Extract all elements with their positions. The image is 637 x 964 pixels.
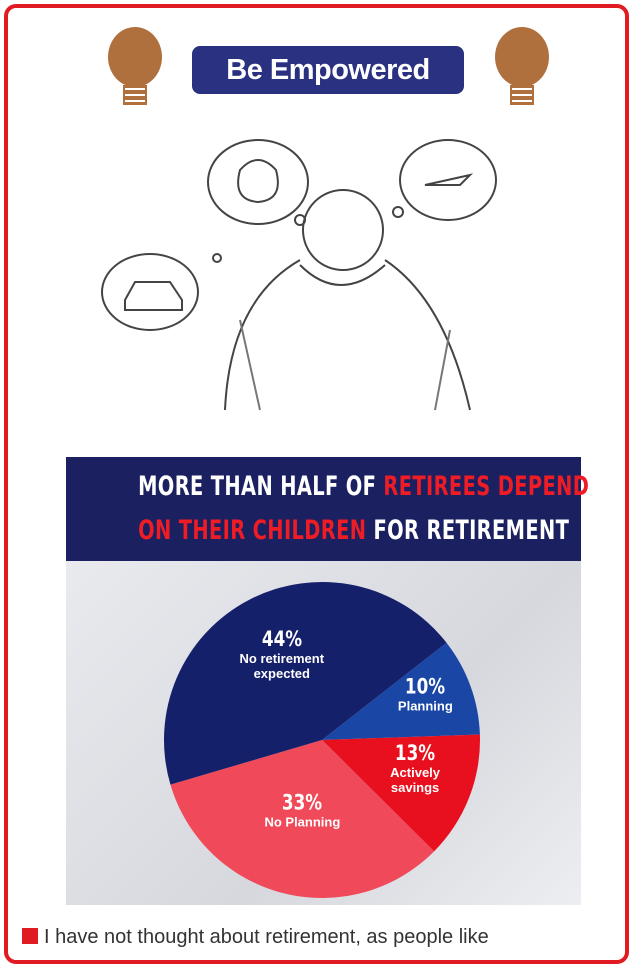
- slice-value-label: 33%: [282, 790, 323, 815]
- pie-slice: [322, 642, 480, 740]
- slice-label: 13% Actively savings: [375, 741, 455, 795]
- chart-title-band: MORE THAN HALF OF RETIREES DEPEND ON THEI…: [66, 457, 589, 561]
- chart-title-segment: RETIREES DEPEND: [383, 471, 590, 502]
- pie-slice: [170, 740, 435, 898]
- slice-value-label: 10%: [405, 674, 446, 699]
- chart-title-line: ON THEIR CHILDREN FOR RETIREMENT: [138, 515, 569, 546]
- chart-title-segment: FOR RETIREMENT: [373, 515, 570, 546]
- header-title: Be Empowered: [192, 46, 464, 94]
- slice-value-label: 13%: [394, 741, 436, 766]
- body-text: I have not thought about retirement, as …: [44, 926, 489, 948]
- slice-category-label: No Planning: [264, 814, 341, 830]
- pie-chart: [164, 582, 480, 898]
- slice-label: 44% No retirement expected: [222, 627, 342, 681]
- chart-title-segment: ON THEIR CHILDREN: [138, 515, 367, 546]
- chart-title-line: MORE THAN HALF OF RETIREES DEPEND: [138, 471, 589, 502]
- slice-category-label: Actively savings: [390, 765, 441, 796]
- bullet: [22, 928, 38, 944]
- slice-category-label: Planning: [397, 698, 453, 714]
- pie-slice: [164, 582, 447, 785]
- decorations: [101, 27, 549, 411]
- slice-category-label: No retirement expected: [239, 650, 325, 681]
- sketch-illustration: [101, 139, 497, 411]
- body-paragraph: I have not thought about retirement, as …: [22, 924, 617, 950]
- bulb-icon: [108, 27, 162, 105]
- chart-title-segment: MORE THAN HALF OF: [138, 471, 377, 502]
- slice-label: 10% Planning: [385, 675, 465, 714]
- slice-value-label: 44%: [261, 626, 302, 651]
- pie-slice: [322, 734, 480, 852]
- slice-label: 33% No Planning: [262, 790, 342, 829]
- bulb-icon: [495, 27, 549, 105]
